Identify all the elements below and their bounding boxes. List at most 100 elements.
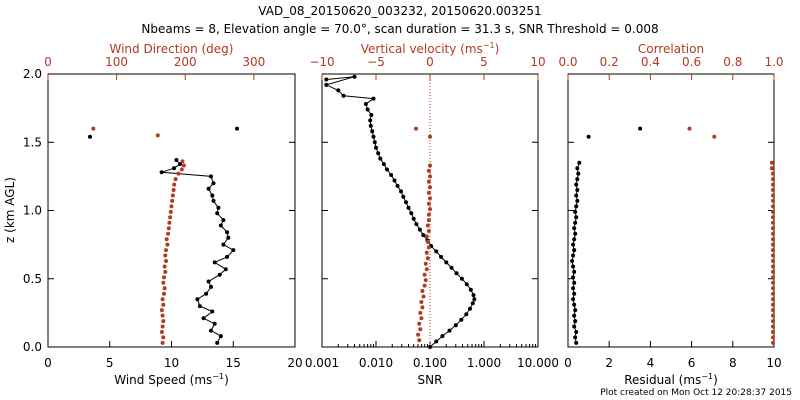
vertical-panel-bottom-tick-label: 0.001	[305, 356, 339, 370]
vertical-panel-snr-point	[368, 123, 373, 128]
wind-panel-wind-direction-point	[159, 308, 164, 313]
vertical-panel-snr-point	[444, 260, 449, 265]
residual-panel-residual-point	[573, 319, 578, 324]
wind-panel-wind-speed-point	[218, 334, 223, 339]
wind-panel-wind-speed-point	[215, 340, 220, 345]
residual-panel-correlation-point	[771, 308, 775, 313]
residual-panel-correlation-point	[771, 171, 775, 176]
wind-panel-wind-direction-point	[159, 330, 164, 334]
vertical-panel-vertical-velocity-point	[424, 234, 429, 239]
vertical-panel-vertical-velocity-point	[418, 310, 423, 315]
residual-panel-residual-point	[573, 220, 578, 225]
wind-panel-wind-speed-point	[209, 284, 213, 289]
wind-panel-wind-speed-point	[212, 321, 217, 326]
wind-panel-wind-direction-point	[168, 209, 173, 214]
vertical-panel-vertical-velocity-point	[425, 239, 430, 244]
residual-panel-residual-point	[574, 182, 579, 187]
wind-panel-wind-direction-point	[160, 297, 165, 302]
wind-panel-wind-speed-point	[197, 304, 202, 309]
residual-panel-correlation-point	[769, 166, 774, 171]
vertical-panel-vertical-velocity-point	[424, 267, 429, 272]
residual-panel-residual-point	[575, 198, 580, 203]
residual-panel-correlation-point	[771, 242, 775, 247]
wind-panel-wind-direction-point	[160, 340, 165, 345]
wind-panel-bottom-tick-label: 10	[164, 356, 179, 370]
wind-panel-wind-speed-point	[216, 205, 221, 210]
wind-panel-wind-direction-point	[180, 159, 185, 164]
residual-panel-residual-point	[572, 248, 577, 253]
wind-panel-wind-speed-point	[209, 174, 213, 179]
residual-panel-top-axis-label: Correlation	[638, 42, 704, 56]
wind-panel-wind-speed-point	[211, 181, 216, 186]
residual-panel-correlation-point	[771, 335, 775, 340]
residual-panel-correlation-point	[771, 182, 775, 187]
wind-panel-wind-direction-point	[170, 193, 175, 198]
wind-panel-wind-speed-point	[172, 166, 176, 171]
vertical-panel-vertical-velocity-point	[426, 179, 431, 184]
vertical-panel-vertical-velocity-point	[426, 218, 431, 223]
residual-panel-correlation-point	[687, 126, 692, 131]
wind-panel-wind-speed-point	[225, 230, 230, 235]
wind-panel-wind-direction-point	[161, 302, 166, 307]
residual-panel-top-tick-label: 0.0	[558, 55, 577, 69]
residual-panel-correlation-point	[771, 269, 775, 274]
vertical-panel-bottom-axis-label: SNR	[418, 373, 443, 387]
vertical-panel-top-axis-label: Vertical velocity (ms−1)	[361, 41, 500, 56]
residual-panel-top-tick-label: 0.2	[600, 55, 619, 69]
residual-panel-residual-point	[574, 193, 579, 198]
residual-panel-correlation-point	[771, 297, 775, 302]
wind-panel-wind-speed-point	[209, 328, 213, 333]
wind-panel-wind-direction-point	[161, 335, 166, 340]
vertical-panel-vertical-velocity-point	[425, 223, 430, 228]
vertical-panel-vertical-velocity-point	[426, 168, 431, 173]
wind-panel-bottom-axis-label: Wind Speed (ms−1)	[114, 372, 229, 387]
wind-panel-wind-direction-point	[164, 237, 169, 242]
vertical-panel-vertical-velocity-point	[428, 134, 432, 139]
residual-panel: 0 2 4 6 8 10 Residual (ms−1) 0.0 0.2 0.4 0.6 0.8 1.0…	[558, 42, 783, 387]
residual-panel-residual-point	[571, 286, 576, 291]
residual-panel-residual-point	[572, 237, 577, 242]
wind-panel-wind-direction-point	[160, 313, 165, 318]
wind-panel-wind-speed-point	[211, 198, 216, 203]
residual-panel-correlation-point	[771, 340, 775, 345]
vertical-panel-vertical-velocity-point	[428, 163, 432, 168]
residual-panel-residual-point	[573, 231, 578, 236]
wind-panel-wind-direction-point	[171, 188, 176, 192]
wind-panel-wind-speed-point	[212, 260, 217, 265]
wind-panel-wind-speed-point	[215, 211, 220, 216]
residual-panel-bottom-tick-label: 0	[564, 356, 572, 370]
vertical-panel-snr-point	[417, 227, 422, 232]
vertical-panel-snr-point	[406, 205, 411, 210]
vertical-panel-vertical-velocity-point	[428, 207, 432, 212]
wind-panel-wind-speed-upper-point	[235, 126, 239, 131]
vertical-panel-top-tick-label: 5	[480, 55, 488, 69]
wind-panel-wind-direction-point	[168, 215, 173, 220]
vertical-panel-snr-point	[409, 211, 414, 216]
residual-panel-correlation-point	[771, 286, 775, 291]
residual-panel-bottom-tick-label: 2	[605, 356, 613, 370]
residual-panel-residual-point	[575, 188, 580, 192]
vertical-panel-bottom-tick-label: 10.000	[517, 356, 559, 370]
residual-panel-residual-point	[572, 280, 577, 285]
y-tick-label: 0.5	[23, 272, 42, 286]
vertical-panel-snr-line	[324, 76, 475, 348]
vertical-panel-snr-point	[404, 200, 408, 205]
vertical-panel-snr-point	[470, 301, 475, 306]
wind-panel-bottom-tick-label: 5	[106, 356, 114, 370]
vertical-panel-snr-point	[341, 93, 346, 98]
residual-panel-residual-upper-point	[638, 126, 643, 131]
wind-panel-wind-direction-point	[176, 171, 181, 176]
chart-title-line1: VAD_08_20150620_003232, 20150620.003251	[258, 4, 541, 18]
wind-panel-wind-speed-point	[206, 186, 211, 191]
vertical-panel-snr-point	[401, 194, 406, 199]
vertical-panel-top-tick-label: 0	[426, 55, 434, 69]
residual-panel-bottom-tick-label: 4	[647, 356, 655, 370]
wind-panel: 0 5 10 15 20 Wind Speed (ms−1) 0 100 200 300 Wind …	[23, 42, 303, 387]
residual-panel-residual-point	[572, 291, 577, 296]
residual-panel-residual-point	[573, 308, 578, 313]
vertical-panel-snr-point	[471, 293, 476, 298]
wind-panel-wind-speed-point	[217, 272, 222, 277]
vertical-panel-snr-point	[439, 254, 443, 259]
residual-panel-correlation-point	[771, 264, 775, 269]
